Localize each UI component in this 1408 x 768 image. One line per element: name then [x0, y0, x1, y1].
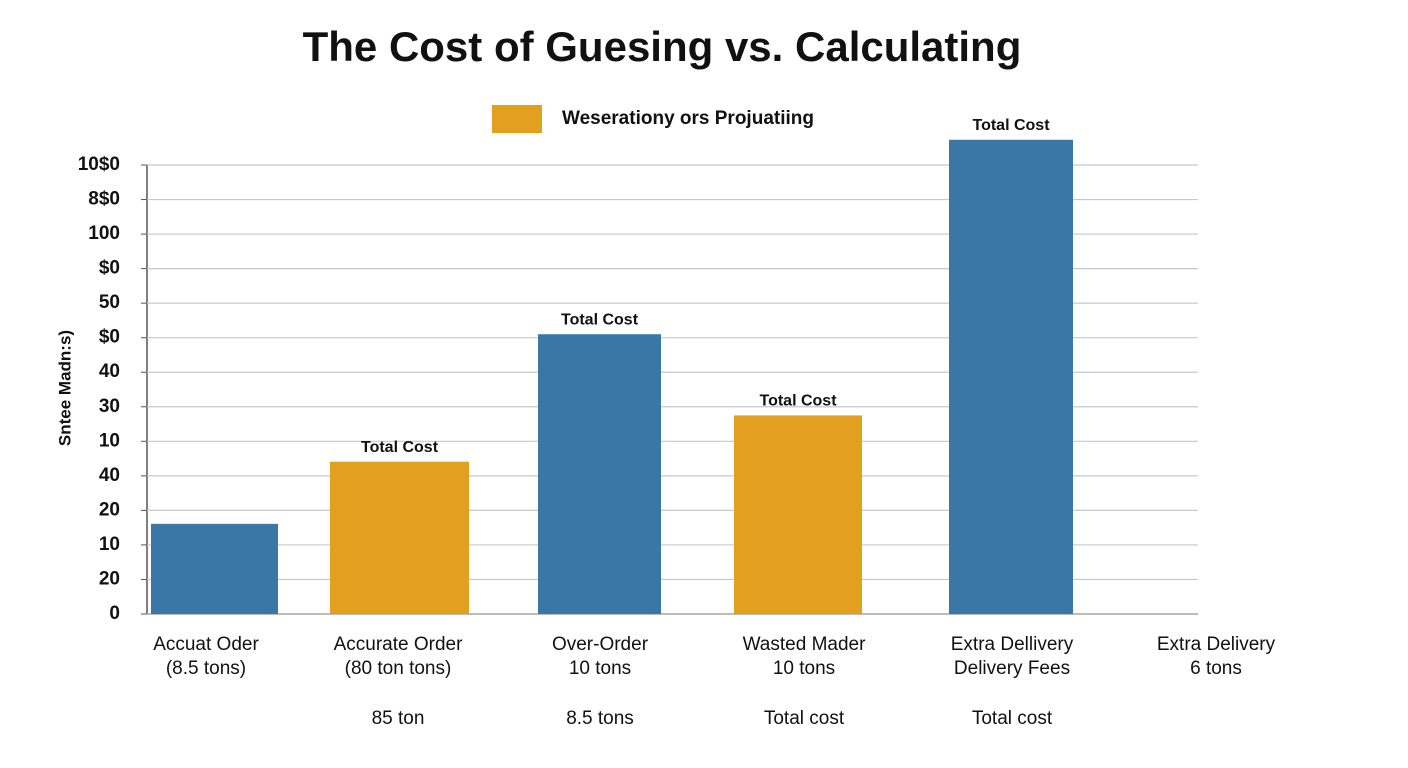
bar-label: Total Cost	[361, 439, 439, 456]
y-tick-label: 40	[99, 361, 120, 382]
y-axis-label: Sntee Madn:s)	[55, 330, 74, 446]
y-tick-label: 20	[99, 499, 120, 520]
bar	[949, 139, 1073, 614]
x-tick-label: Accuat Oder (8.5 tons)	[153, 634, 259, 679]
bar	[538, 334, 661, 614]
bar	[330, 461, 469, 614]
legend-swatch	[492, 105, 542, 133]
x-sublabel: Total cost	[971, 708, 1053, 729]
x-tick-label: Extra Dellivery Delivery Fees	[950, 634, 1074, 679]
y-tick-label: 20	[99, 568, 120, 589]
x-tick-label: Over-Order 10 tons	[551, 634, 649, 679]
x-sublabel: 8.5 tons	[566, 708, 634, 729]
x-sublabel: Total cost	[763, 708, 845, 729]
y-tick-label: 10	[99, 430, 120, 451]
bar-label: Total Cost	[759, 393, 837, 410]
x-sublabel: 85 ton	[371, 708, 425, 729]
x-tick-label: Accurate Order (80 ton tons)	[333, 634, 463, 679]
x-tick-label: Extra Delivery 6 tons	[1156, 634, 1276, 679]
y-tick-label: 0	[109, 603, 120, 624]
bar	[151, 523, 278, 614]
y-tick-label: $0	[99, 327, 120, 348]
chart-title: The Cost of Guesing vs. Calculating	[303, 23, 1022, 70]
x-tick-label: Wasted Mader 10 tons	[742, 634, 866, 679]
y-tick-label: 40	[99, 465, 120, 486]
y-tick-label: 8$0	[88, 189, 120, 210]
y-tick-label: 50	[99, 292, 120, 313]
y-tick-label: $0	[99, 258, 120, 279]
y-tick-label: 10$0	[78, 154, 120, 175]
y-tick-label: 100	[88, 223, 120, 244]
y-tick-label: 30	[99, 396, 120, 417]
y-tick-label: 10	[99, 534, 120, 555]
legend-label: Weserationy ors Projuatiing	[562, 108, 814, 129]
bar	[734, 415, 862, 614]
bar-label: Total Cost	[561, 311, 639, 328]
bar-label: Total Cost	[972, 117, 1050, 134]
